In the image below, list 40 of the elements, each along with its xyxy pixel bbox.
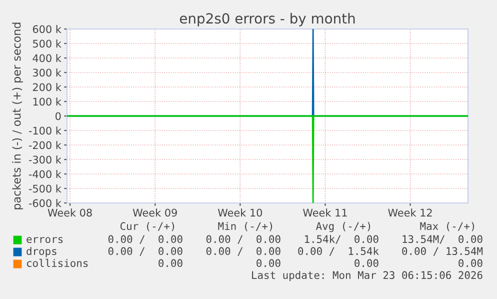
text: Max (-/+) <box>420 222 474 232</box>
y-axis-title: packets in (-) / out (+) per second <box>12 22 23 210</box>
y-tick-label: 400 k <box>32 54 62 62</box>
text: 13.54M/ 0.00 <box>402 235 482 244</box>
y-tick-label: -600 k <box>28 199 62 208</box>
text: 0.00 / 0.00 <box>206 247 280 256</box>
text: 0.00 / 0.00 <box>108 235 182 244</box>
chart-title: enp2s0 errors - by month <box>180 12 355 26</box>
x-tick-label: Week 09 <box>132 208 177 217</box>
text: 0.00 / 13.54M <box>402 247 483 256</box>
text: 0.00 / 1.54k <box>298 246 379 256</box>
y-tick-label: 100 k <box>33 98 62 106</box>
y-tick-label: -500 k <box>28 184 62 193</box>
y-tick-label: 600 k <box>32 25 62 34</box>
y-tick-label: -200 k <box>28 141 62 150</box>
x-tick-label: Week 11 <box>303 208 347 217</box>
y-tick-label: 300 k <box>33 68 62 77</box>
text: 0.00 <box>458 259 482 268</box>
legend-label: collisions <box>26 258 88 268</box>
y-tick-label: -300 k <box>28 156 62 164</box>
x-tick-label: Week 10 <box>218 208 262 217</box>
text: 0.00 <box>354 259 378 268</box>
text: 0.00 / 0.00 <box>206 235 280 244</box>
text: 1.54k/ 0.00 <box>305 234 378 244</box>
text: 0.00 <box>158 259 182 268</box>
text: Cur (-/+) <box>120 222 174 232</box>
text: Avg (-/+) <box>316 222 370 232</box>
x-tick-label: Week 08 <box>48 208 92 217</box>
legend-label: errors <box>26 237 63 244</box>
y-tick-label: -100 k <box>28 126 62 135</box>
text: Last update: Mon Mar 23 06:15:06 2026 <box>252 270 482 282</box>
text: Min (-/+) <box>218 222 272 232</box>
text: 0.00 / 0.00 <box>108 247 182 256</box>
x-tick-label: Week 12 <box>388 208 432 217</box>
y-tick-label: 200 k <box>32 83 62 92</box>
y-tick-label: 0 <box>56 112 61 120</box>
y-tick-label: -400 k <box>28 170 62 178</box>
text: 0.00 <box>256 259 280 268</box>
legend-label: drops <box>26 246 56 258</box>
y-tick-label: 500 k <box>33 40 62 48</box>
